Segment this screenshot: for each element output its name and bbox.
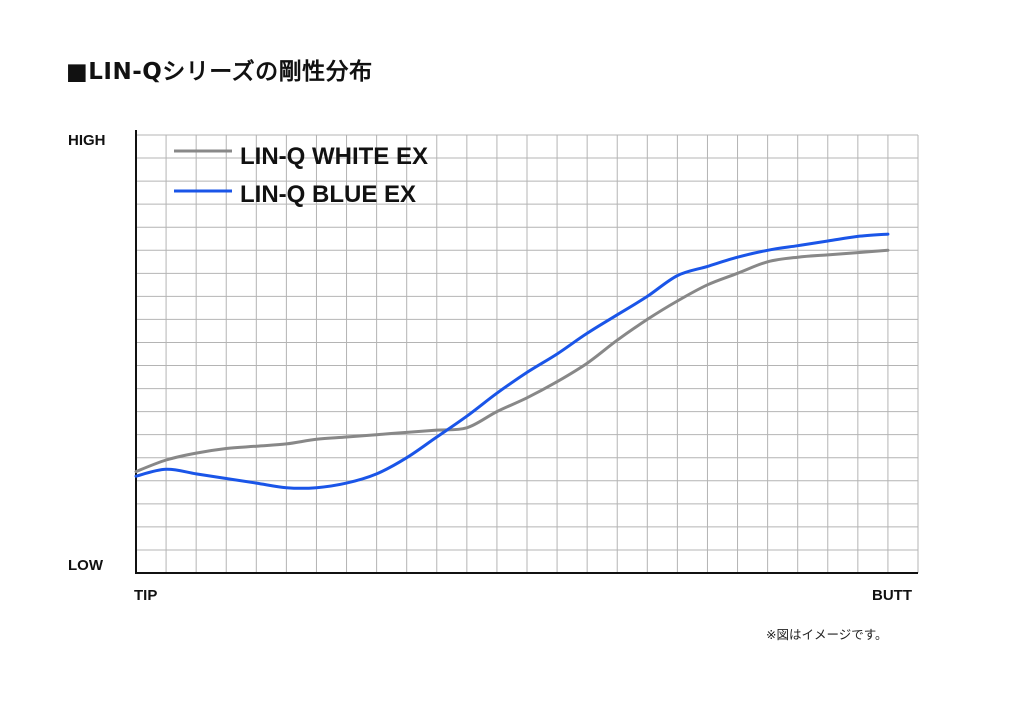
series-line-blue-ex bbox=[134, 232, 890, 490]
y-label-low: LOW bbox=[68, 557, 104, 574]
chart-title: ■LIN-Qシリーズの剛性分布 bbox=[66, 59, 373, 85]
image-note: ※図はイメージです。 bbox=[766, 627, 888, 642]
legend-label-white: LIN-Q WHITE EX bbox=[240, 143, 428, 170]
x-label-tip: TIP bbox=[134, 587, 157, 604]
legend-label-blue: LIN-Q BLUE EX bbox=[240, 181, 416, 208]
series-line-white-ex bbox=[134, 248, 890, 474]
series-layer bbox=[134, 232, 890, 490]
chart-grid bbox=[136, 134, 919, 573]
y-label-high: HIGH bbox=[68, 132, 106, 149]
x-label-butt: BUTT bbox=[872, 587, 912, 604]
legend: LIN-Q WHITE EX LIN-Q BLUE EX bbox=[174, 143, 428, 208]
